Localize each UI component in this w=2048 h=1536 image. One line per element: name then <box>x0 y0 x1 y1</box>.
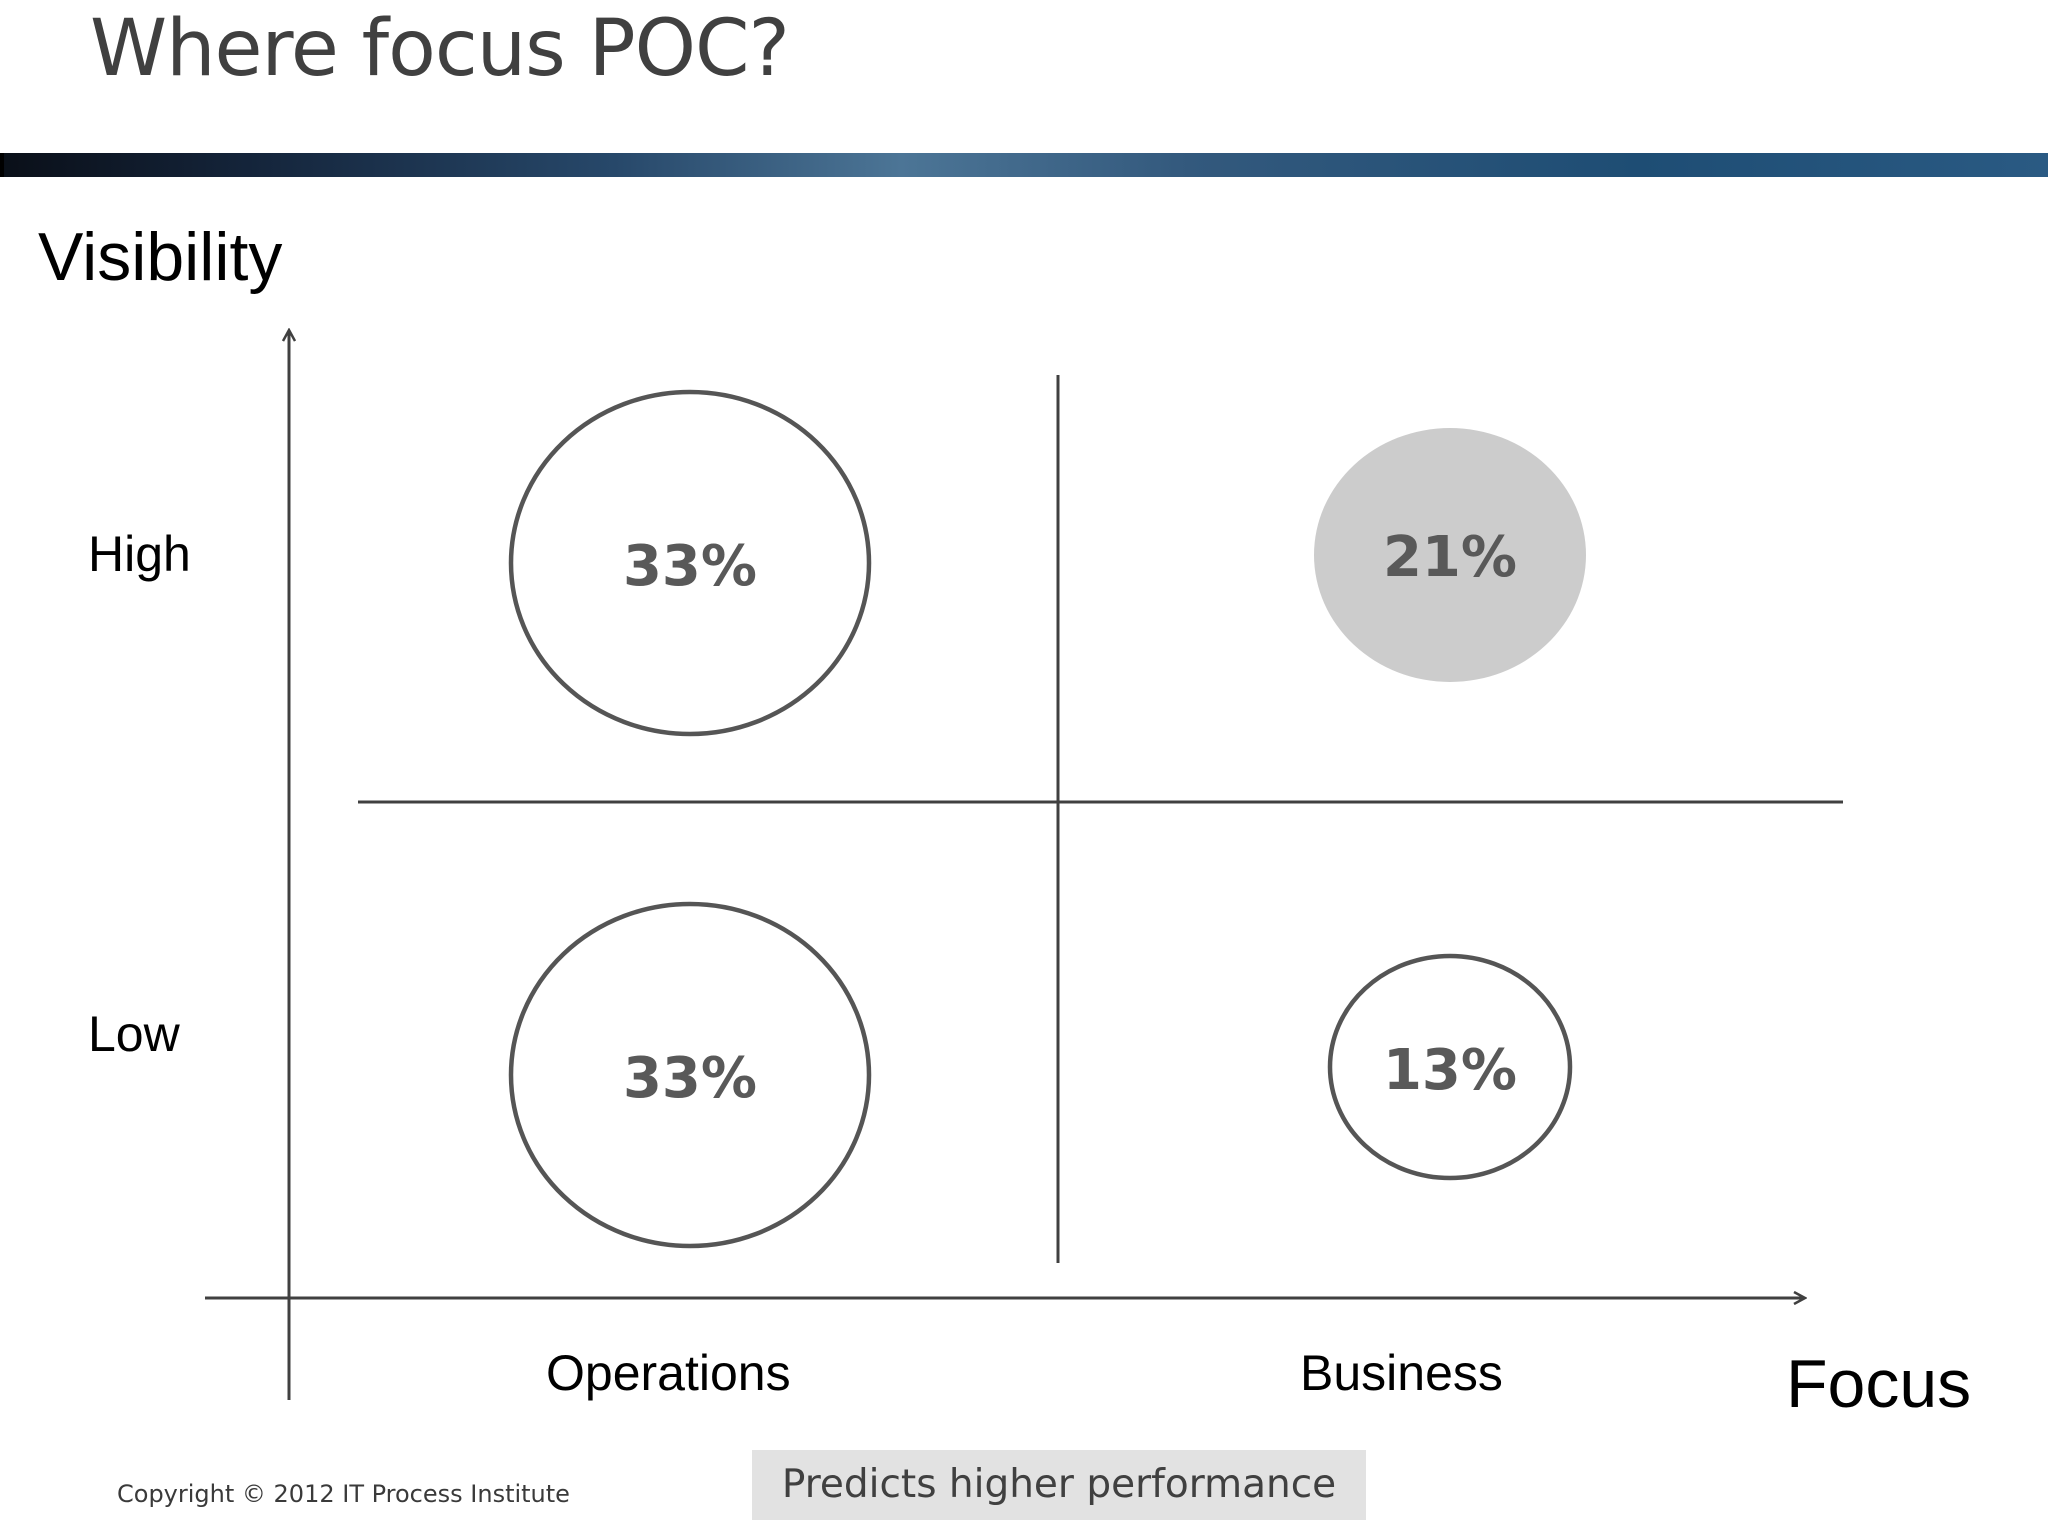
bubble-low-operations <box>508 901 872 1249</box>
copyright-notice: Copyright © 2012 IT Process Institute <box>117 1480 570 1508</box>
row-label-high: High <box>88 526 191 582</box>
quadrant-low-business: 13% <box>1327 953 1573 1181</box>
bubble-high-business-highlighted <box>1314 428 1586 682</box>
quadrant-high-operations: 33% <box>508 389 872 737</box>
bubble-low-business <box>1327 953 1573 1181</box>
legend-box: Predicts higher performance <box>752 1450 1366 1520</box>
percent-high-business: 21% <box>1383 525 1517 590</box>
slide-title: Where focus POC? <box>90 4 790 94</box>
title-divider-edge <box>0 153 4 177</box>
column-label-business: Business <box>1300 1345 1503 1401</box>
quadrant-high-business: 21% <box>1314 428 1586 682</box>
column-label-operations: Operations <box>546 1345 791 1401</box>
title-divider-bar <box>0 153 2048 177</box>
bubble-high-operations <box>508 389 872 737</box>
percent-high-operations: 33% <box>623 534 757 599</box>
legend-label: Predicts higher performance <box>781 1462 1337 1507</box>
percent-low-operations: 33% <box>623 1046 757 1111</box>
x-axis-label: Focus <box>1786 1346 1972 1422</box>
quadrant-low-operations: 33% <box>508 901 872 1249</box>
y-axis-label: Visibility <box>38 219 283 295</box>
percent-low-business: 13% <box>1383 1038 1517 1103</box>
row-label-low: Low <box>88 1006 180 1062</box>
